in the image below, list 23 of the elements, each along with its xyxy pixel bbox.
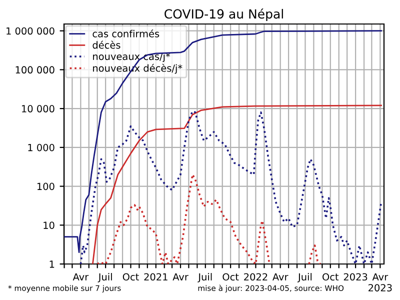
chart-title: COVID-19 au Népal <box>164 8 283 22</box>
x-tick-label: Juil <box>98 273 112 282</box>
x-tick-label: 2021 <box>144 273 168 281</box>
x-tick-label: Oct <box>322 273 339 281</box>
y-tick-label: 1 000 000 <box>6 27 54 35</box>
y-tick-label: 100 <box>37 182 54 190</box>
x-tick-label: 2023 <box>344 273 368 281</box>
x-tick-label: Avr <box>172 273 188 280</box>
x-tick-label: Avr <box>272 273 288 280</box>
y-tick-label: 10 000 <box>22 105 54 112</box>
x-tick-label: Juil <box>298 273 312 282</box>
y-tick-label: 100 000 <box>16 66 54 74</box>
x-tick-label: Avr 2023 <box>368 273 392 292</box>
x-tick-label: Oct <box>122 273 139 281</box>
legend-label: cas confirmés <box>92 29 160 38</box>
y-tick-label: 1 000 <box>28 144 54 152</box>
x-tick-label: 2022 <box>244 273 268 281</box>
legend-label: décès <box>92 40 120 49</box>
x-tick-label: Avr <box>72 273 89 280</box>
y-tick-label: 10 <box>44 222 54 229</box>
x-tick-label: Juil <box>198 273 212 282</box>
y-tick-label: 1 <box>50 260 54 268</box>
x-tick-label: Oct <box>222 273 239 281</box>
